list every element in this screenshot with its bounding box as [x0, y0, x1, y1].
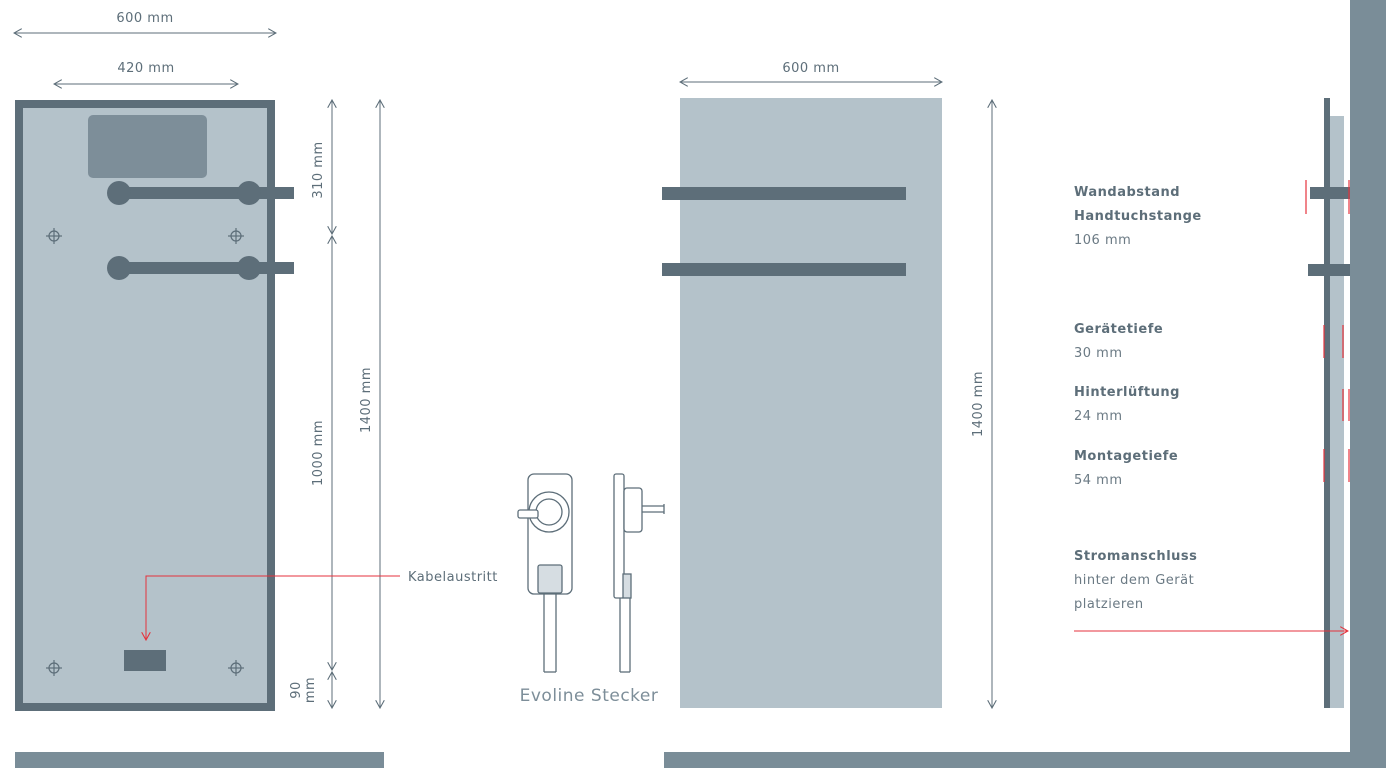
spec-title: Montagetiefe [1074, 449, 1179, 464]
bottom-offset-dimension: 90 mm [289, 672, 332, 708]
mounting-point-icon [228, 660, 244, 676]
spec-value: 24 mm [1074, 409, 1123, 424]
total-height-side-dimension: 1400 mm [971, 100, 992, 708]
wall-bar [1350, 0, 1386, 768]
front-panel [15, 100, 275, 711]
depth-markers [1305, 180, 1350, 482]
spec-value: platzieren [1074, 597, 1144, 612]
front-width-dimension: 600 mm [14, 11, 276, 33]
spec-title: Wandabstand [1074, 185, 1181, 200]
total-height-front-dimension: 1400 mm [359, 100, 380, 708]
footer-bar-right [664, 752, 1386, 768]
top-offset-dimension: 310 mm [311, 100, 332, 234]
spec-value: 30 mm [1074, 346, 1123, 361]
spec-value: hinter dem Gerät [1074, 573, 1195, 588]
spec-mounting-depth: Montagetiefe 54 mm [1074, 445, 1178, 493]
mounting-point-icon [46, 228, 62, 244]
spec-value: 106 mm [1074, 233, 1132, 248]
mounting-point-icon [228, 228, 244, 244]
total-height-side-label: 1400 mm [971, 371, 986, 437]
bracket-height-label: 1000 mm [311, 420, 326, 486]
spec-title: Handtuchstange [1074, 209, 1202, 224]
towel-bar-profile-lower [1308, 264, 1350, 276]
top-offset-label: 310 mm [311, 141, 326, 198]
side-front-view [662, 98, 942, 708]
total-height-front-label: 1400 mm [359, 367, 374, 433]
spec-title: Stromanschluss [1074, 549, 1198, 564]
front-view [15, 100, 294, 711]
bracket-height-dimension: 1000 mm [311, 236, 332, 670]
towel-bar-upper [662, 187, 906, 200]
footer-bar-left [15, 752, 384, 768]
bracket-width-label: 420 mm [117, 61, 174, 76]
bottom-offset-value: 90 [289, 681, 304, 699]
spec-rear-ventilation: Hinterlüftung 24 mm [1074, 381, 1180, 429]
towel-bar-upper [107, 181, 294, 205]
side-width-label: 600 mm [782, 61, 839, 76]
heater-profile [1330, 116, 1344, 708]
bottom-offset-unit: mm [303, 677, 318, 703]
spec-title: Gerätetiefe [1074, 322, 1164, 337]
plug-caption: Evoline Stecker [520, 686, 659, 706]
towel-bar-profile-upper [1310, 187, 1350, 199]
towel-bar-lower [662, 263, 906, 276]
bracket-width-dimension: 420 mm [54, 61, 238, 84]
plug-side-icon [613, 473, 665, 673]
spec-wall-distance: Wandabstand Handtuchstange 106 mm [1074, 181, 1202, 253]
cable-exit-block [124, 650, 166, 671]
profile-view [1074, 0, 1386, 768]
side-width-dimension: 600 mm [680, 61, 942, 82]
mounting-point-icon [46, 660, 62, 676]
towel-bar-lower [107, 256, 294, 280]
front-width-label: 600 mm [116, 11, 173, 26]
cable-exit-label: Kabelaustritt [408, 570, 498, 585]
wall-mount-rail [1324, 98, 1330, 708]
plug-front-icon [517, 473, 573, 673]
spec-device-depth: Gerätetiefe 30 mm [1074, 318, 1163, 366]
spec-power-connection: Stromanschluss hinter dem Gerät platzier… [1074, 545, 1197, 617]
control-unit [88, 115, 207, 178]
spec-title: Hinterlüftung [1074, 385, 1180, 400]
spec-value: 54 mm [1074, 473, 1123, 488]
cable-exit-callout: Kabelaustritt [146, 570, 498, 640]
